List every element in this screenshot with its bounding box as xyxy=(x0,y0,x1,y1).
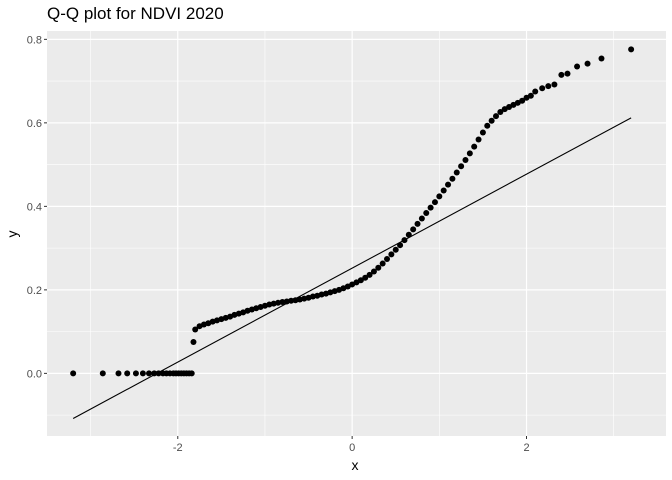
data-point xyxy=(449,175,456,182)
data-point xyxy=(401,237,408,244)
data-point xyxy=(532,88,539,95)
data-point xyxy=(405,231,412,238)
data-point xyxy=(628,46,635,53)
data-point xyxy=(462,157,469,164)
data-point xyxy=(99,370,106,377)
data-point xyxy=(431,199,438,206)
data-point xyxy=(379,260,386,267)
data-point xyxy=(527,92,534,99)
data-point xyxy=(427,204,434,211)
y-axis: 0.0 0.2 0.4 0.6 0.8 xyxy=(27,34,47,380)
data-point xyxy=(453,169,460,176)
y-tick-label: 0.8 xyxy=(27,34,42,46)
data-point xyxy=(519,97,526,104)
x-tick-label: 2 xyxy=(523,442,529,454)
data-point xyxy=(190,339,197,346)
data-point xyxy=(488,117,495,124)
data-point xyxy=(188,370,195,377)
data-point xyxy=(410,226,417,233)
data-point xyxy=(146,370,153,377)
data-point xyxy=(288,297,295,304)
data-point xyxy=(375,264,382,271)
data-point xyxy=(388,251,395,258)
data-point xyxy=(564,70,571,77)
data-point xyxy=(132,370,139,377)
plot-panel xyxy=(47,31,666,436)
data-point xyxy=(279,298,286,305)
data-point xyxy=(539,85,546,92)
data-point xyxy=(598,55,605,62)
data-point xyxy=(471,143,478,150)
y-tick-label: 0.2 xyxy=(27,285,42,297)
data-point xyxy=(484,122,491,129)
data-point xyxy=(558,71,565,78)
x-axis-title: x xyxy=(352,457,359,473)
x-tick-label: -2 xyxy=(173,442,183,454)
data-point xyxy=(574,63,581,70)
data-point xyxy=(492,113,499,120)
data-point xyxy=(384,255,391,262)
data-point xyxy=(584,60,591,67)
y-tick-label: 0.6 xyxy=(27,118,42,130)
y-axis-title: y xyxy=(4,231,20,238)
data-point xyxy=(466,150,473,157)
data-point xyxy=(445,181,452,188)
data-point xyxy=(551,81,558,88)
data-point xyxy=(357,277,364,284)
data-point xyxy=(545,83,552,90)
minor-gridlines xyxy=(47,31,666,436)
data-point xyxy=(115,370,122,377)
data-point xyxy=(124,370,131,377)
data-point xyxy=(155,370,162,377)
data-point xyxy=(440,187,447,194)
data-point xyxy=(436,193,443,200)
data-point xyxy=(479,129,486,136)
data-point xyxy=(139,370,146,377)
data-point xyxy=(475,136,482,143)
data-points xyxy=(70,46,635,377)
data-point xyxy=(392,246,399,253)
data-point xyxy=(458,163,465,170)
data-point xyxy=(192,326,199,333)
major-gridlines xyxy=(47,31,666,436)
data-point xyxy=(70,370,77,377)
y-tick-label: 0.0 xyxy=(27,368,42,380)
y-tick-label: 0.4 xyxy=(27,201,42,213)
data-point xyxy=(366,271,373,278)
data-point xyxy=(423,210,430,217)
data-point xyxy=(418,215,425,222)
data-point xyxy=(370,268,377,275)
data-point xyxy=(151,370,158,377)
reference-line xyxy=(72,117,632,419)
x-tick-label: 0 xyxy=(349,442,355,454)
data-point xyxy=(397,242,404,249)
data-point xyxy=(362,274,369,281)
data-point xyxy=(497,109,504,115)
x-axis: -2 0 2 xyxy=(173,436,530,454)
chart-title: Q-Q plot for NDVI 2020 xyxy=(47,4,224,23)
data-point xyxy=(414,220,421,227)
